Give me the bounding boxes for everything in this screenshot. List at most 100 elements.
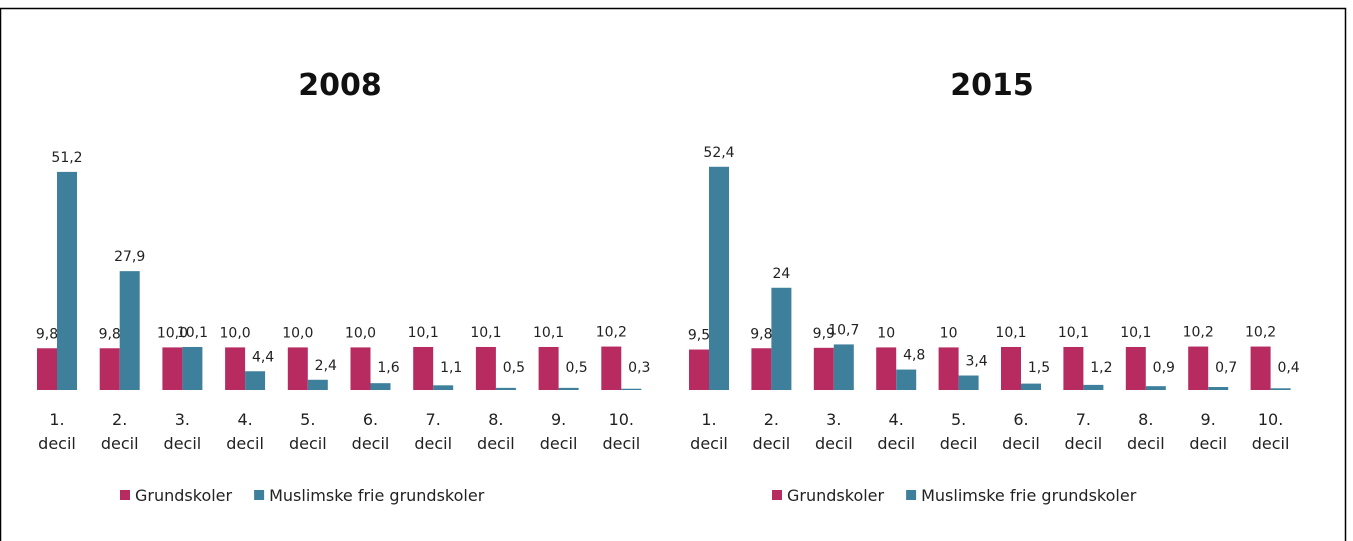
value-label: 1,6 bbox=[377, 360, 399, 376]
bar bbox=[689, 349, 709, 390]
bar bbox=[37, 348, 57, 390]
bar bbox=[1083, 384, 1104, 390]
legend-swatch bbox=[254, 490, 265, 500]
bar bbox=[307, 379, 328, 390]
value-label: 10,2 bbox=[1183, 325, 1214, 341]
frame bbox=[0, 7, 1347, 541]
bar bbox=[1270, 388, 1291, 390]
value-label: 0,4 bbox=[1277, 360, 1299, 376]
value-label: 24 bbox=[772, 266, 790, 282]
value-label: 9,8 bbox=[99, 326, 121, 342]
x-tick-label: 9. decil bbox=[539, 410, 578, 453]
x-tick-label: 6. decil bbox=[1002, 410, 1040, 453]
x-tick-label: 5. decil bbox=[288, 410, 327, 453]
value-label: 1,2 bbox=[1090, 360, 1112, 376]
bar bbox=[1125, 346, 1146, 390]
x-tick-label: 1. decil bbox=[690, 410, 728, 453]
value-label: 10,7 bbox=[828, 322, 859, 338]
value-label: 9,8 bbox=[750, 326, 772, 342]
legend-label: Grundskoler bbox=[787, 486, 885, 505]
value-label: 10,1 bbox=[995, 325, 1026, 341]
bar bbox=[162, 347, 183, 390]
value-label: 0,5 bbox=[503, 360, 525, 376]
value-label: 27,9 bbox=[114, 249, 145, 265]
bar bbox=[833, 344, 854, 390]
value-label: 0,5 bbox=[565, 360, 587, 376]
value-label: 10 bbox=[940, 325, 958, 341]
value-label: 9,9 bbox=[813, 326, 835, 342]
value-label: 4,8 bbox=[903, 348, 925, 364]
x-tick-label: 10. decil bbox=[602, 410, 641, 453]
value-label: 10,0 bbox=[220, 325, 251, 341]
x-tick-label: 8. decil bbox=[477, 410, 515, 453]
bar bbox=[751, 348, 772, 390]
legend-swatch bbox=[120, 490, 130, 500]
value-label: 10 bbox=[877, 325, 895, 341]
value-label: 10,1 bbox=[533, 325, 564, 341]
value-label: 10,1 bbox=[1058, 325, 1089, 341]
bar bbox=[558, 387, 579, 390]
chart-title: 2015 bbox=[950, 68, 1034, 103]
x-tick-label: 4. decil bbox=[226, 410, 264, 453]
value-label: 9,8 bbox=[36, 326, 58, 342]
value-label: 4,4 bbox=[252, 349, 274, 365]
bar bbox=[1208, 387, 1229, 390]
bar bbox=[433, 385, 454, 390]
x-tick-label: 5. decil bbox=[939, 410, 978, 453]
bar bbox=[938, 347, 959, 390]
x-tick-label: 3. decil bbox=[163, 410, 202, 453]
value-label: 10,2 bbox=[1245, 325, 1276, 341]
value-label: 10,1 bbox=[177, 325, 208, 341]
value-label: 10,0 bbox=[157, 325, 188, 341]
bar bbox=[1145, 386, 1166, 390]
value-label: 10,0 bbox=[282, 325, 313, 341]
bar bbox=[538, 346, 559, 390]
bar bbox=[370, 383, 391, 390]
bar bbox=[771, 287, 792, 390]
x-tick-label: 10. decil bbox=[1251, 410, 1290, 453]
legend-swatch bbox=[906, 490, 917, 500]
value-label: 9,5 bbox=[688, 328, 710, 344]
value-label: 1,5 bbox=[1028, 360, 1050, 376]
bar bbox=[896, 369, 917, 390]
chart-title: 2008 bbox=[298, 68, 382, 103]
bar bbox=[475, 346, 496, 390]
value-label: 52,4 bbox=[703, 145, 734, 161]
bar bbox=[1188, 346, 1209, 390]
value-label: 10,1 bbox=[1120, 325, 1151, 341]
bar bbox=[1021, 383, 1041, 390]
bar bbox=[1250, 346, 1271, 390]
x-tick-label: 3. decil bbox=[814, 410, 853, 453]
bar bbox=[350, 347, 371, 390]
legend-label: Muslimske frie grundskoler bbox=[269, 486, 485, 505]
bar bbox=[182, 346, 203, 390]
legend-swatch bbox=[772, 490, 782, 500]
bar bbox=[621, 388, 642, 390]
value-label: 0,9 bbox=[1153, 360, 1175, 376]
bar bbox=[601, 346, 622, 390]
value-label: 1,1 bbox=[440, 360, 462, 376]
bar bbox=[119, 271, 140, 390]
value-label: 10,0 bbox=[345, 325, 376, 341]
bar bbox=[225, 347, 246, 390]
bar bbox=[413, 346, 434, 390]
bar bbox=[813, 347, 834, 390]
x-tick-label: 1. decil bbox=[38, 410, 76, 453]
legend-label: Grundskoler bbox=[135, 486, 233, 505]
bar bbox=[287, 347, 308, 390]
bar bbox=[99, 348, 120, 390]
x-tick-label: 7. decil bbox=[414, 410, 453, 453]
value-label: 10,1 bbox=[408, 325, 439, 341]
value-label: 10,2 bbox=[596, 325, 627, 341]
value-label: 2,4 bbox=[315, 358, 337, 374]
x-tick-label: 9. decil bbox=[1189, 410, 1228, 453]
bar bbox=[495, 387, 516, 390]
value-label: 0,3 bbox=[628, 360, 650, 376]
legend-label: Muslimske frie grundskoler bbox=[921, 486, 1137, 505]
bar bbox=[876, 347, 897, 390]
x-tick-label: 8. decil bbox=[1126, 410, 1165, 453]
value-label: 51,2 bbox=[51, 150, 82, 166]
bar bbox=[1001, 346, 1021, 390]
